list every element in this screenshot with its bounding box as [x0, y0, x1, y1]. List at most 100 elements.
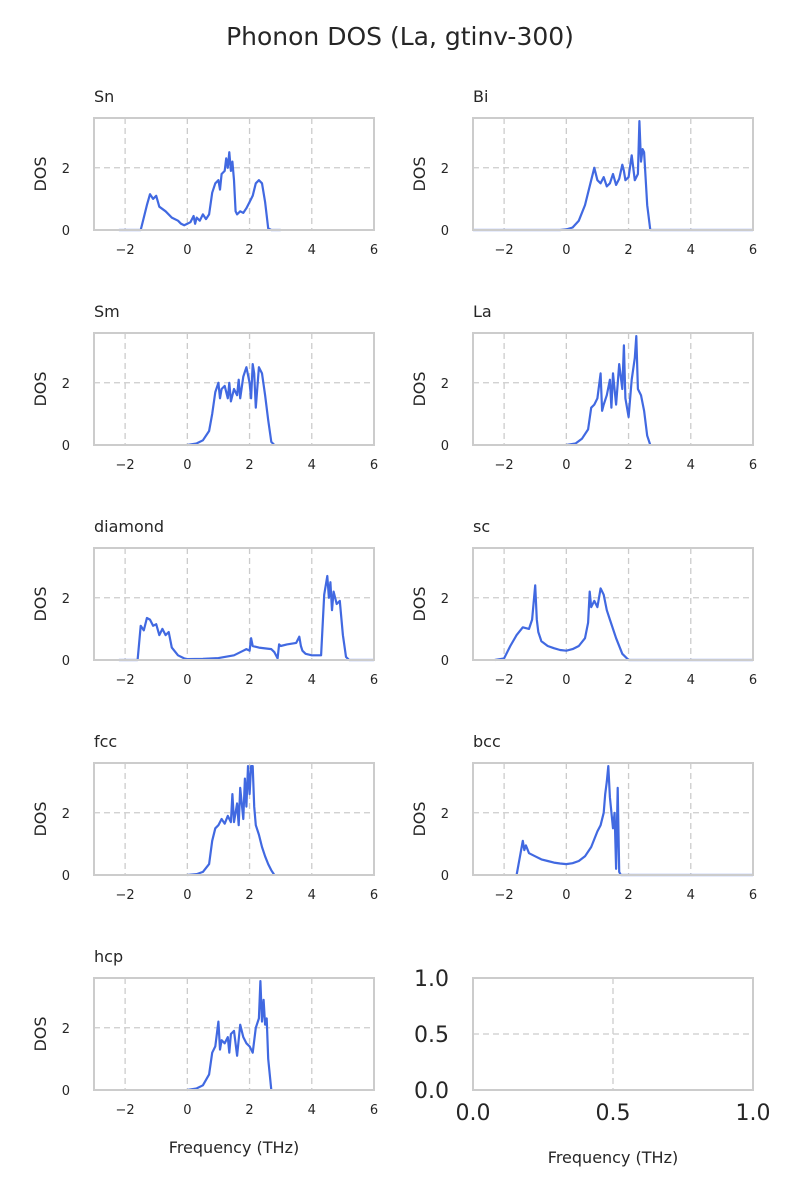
x-tick-label: 2	[245, 1103, 253, 1118]
x-tick-label: 0	[562, 888, 570, 903]
x-tick-label: 2	[624, 673, 632, 688]
chart-panel-diamond: diamond −2 0 2 4 6 0 2 DOS	[31, 517, 378, 688]
y-tick-label: 2	[441, 592, 449, 607]
plot-frame	[93, 977, 375, 1091]
chart-panel-fcc: fcc −2 0 2 4 6 0 2 DOS	[31, 732, 378, 903]
plot-frame	[472, 762, 754, 876]
x-tick-label: −2	[116, 243, 135, 258]
plot-frame	[472, 547, 754, 661]
x-tick-label: 0.5	[596, 1101, 631, 1126]
y-tick-label: 0	[441, 439, 449, 454]
x-tick-label: 2	[245, 888, 253, 903]
x-tick-label: 0.0	[456, 1101, 491, 1126]
x-tick-label: 0	[562, 673, 570, 688]
dos-series-line	[118, 574, 374, 662]
y-tick-label: 2	[62, 162, 70, 177]
plot-frame	[93, 547, 375, 661]
x-tick-label: 4	[308, 888, 316, 903]
y-axis-label: DOS	[410, 156, 429, 191]
chart-panel-La: La −2 0 2 4 6 0 2 DOS	[410, 302, 757, 473]
y-tick-label: 0	[62, 1084, 70, 1099]
x-tick-label: 6	[370, 1103, 378, 1118]
panel-title: sc	[473, 517, 490, 536]
x-tick-label: −2	[116, 888, 135, 903]
y-axis-label: DOS	[31, 801, 50, 836]
x-tick-label: 6	[370, 888, 378, 903]
x-tick-label: −2	[495, 458, 514, 473]
y-tick-label: 2	[441, 377, 449, 392]
chart-panel-Bi: Bi −2 0 2 4 6 0 2 DOS	[410, 87, 757, 258]
plot-frame	[93, 762, 375, 876]
panel-title: La	[473, 302, 492, 321]
x-tick-label: 6	[370, 673, 378, 688]
panel-title: Bi	[473, 87, 488, 106]
x-tick-label: 6	[370, 243, 378, 258]
x-axis-label: Frequency (THz)	[548, 1148, 678, 1167]
chart-panel-Sm: Sm −2 0 2 4 6 0 2 DOS	[31, 302, 378, 473]
panel-title: diamond	[94, 517, 164, 536]
y-tick-label: 2	[62, 807, 70, 822]
x-tick-label: 4	[308, 243, 316, 258]
plot-frame	[472, 117, 754, 231]
x-tick-label: −2	[495, 673, 514, 688]
panel-title: hcp	[94, 947, 123, 966]
y-tick-label: 0.5	[414, 1023, 449, 1048]
x-tick-label: 2	[624, 888, 632, 903]
x-tick-label: −2	[495, 243, 514, 258]
x-tick-label: 4	[687, 243, 695, 258]
x-tick-label: −2	[116, 458, 135, 473]
x-tick-label: 4	[308, 458, 316, 473]
x-tick-label: 4	[308, 1103, 316, 1118]
y-tick-label: 0	[441, 869, 449, 884]
x-tick-label: 6	[749, 243, 757, 258]
chart-panel-bcc: bcc −2 0 2 4 6 0 2 DOS	[410, 732, 757, 903]
x-tick-label: 0	[183, 458, 191, 473]
x-tick-label: 2	[624, 458, 632, 473]
x-tick-label: 4	[308, 673, 316, 688]
x-tick-label: 0	[183, 888, 191, 903]
x-tick-label: 6	[370, 458, 378, 473]
y-tick-label: 0.0	[414, 1079, 449, 1104]
plot-frame	[93, 332, 375, 446]
x-tick-label: 2	[245, 673, 253, 688]
y-tick-label: 0	[62, 224, 70, 239]
plot-frame	[472, 977, 754, 1091]
y-axis-label: DOS	[410, 586, 429, 621]
dos-series-line	[118, 151, 281, 232]
figure-title: Phonon DOS (La, gtinv-300)	[226, 22, 574, 51]
y-axis-label: DOS	[31, 586, 50, 621]
y-tick-label: 2	[441, 162, 449, 177]
x-tick-label: −2	[116, 1103, 135, 1118]
y-tick-label: 0	[62, 439, 70, 454]
y-tick-label: 2	[441, 807, 449, 822]
y-tick-label: 2	[62, 592, 70, 607]
y-tick-label: 0	[441, 224, 449, 239]
x-tick-label: 0	[562, 243, 570, 258]
chart-panel-Sn: Sn −2 0 2 4 6 0 2 DOS	[31, 87, 378, 258]
panel-title: fcc	[94, 732, 117, 751]
x-tick-label: 4	[687, 673, 695, 688]
plot-frame	[93, 117, 375, 231]
chart-panel-empty: 0.0 0.5 1.0 0.0 0.5 1.0 Frequency (THz)	[414, 967, 771, 1167]
x-tick-label: 2	[624, 243, 632, 258]
y-axis-label: DOS	[31, 1016, 50, 1051]
dos-series-line	[566, 335, 652, 447]
panel-title: Sn	[94, 87, 114, 106]
chart-panel-sc: sc −2 0 2 4 6 0 2 DOS	[410, 517, 757, 688]
x-tick-label: 6	[749, 673, 757, 688]
y-tick-label: 0	[441, 654, 449, 669]
x-tick-label: 0	[183, 1103, 191, 1118]
x-tick-label: 1.0	[736, 1101, 771, 1126]
plot-frame	[472, 332, 754, 446]
dos-series-line	[515, 764, 753, 877]
y-tick-label: 0	[62, 654, 70, 669]
y-tick-label: 1.0	[414, 967, 449, 992]
x-tick-label: 4	[687, 888, 695, 903]
y-tick-label: 2	[62, 377, 70, 392]
panel-title: Sm	[94, 302, 120, 321]
x-tick-label: 0	[562, 458, 570, 473]
x-tick-label: 0	[183, 673, 191, 688]
x-tick-label: 6	[749, 888, 757, 903]
dos-series-line	[473, 119, 753, 232]
